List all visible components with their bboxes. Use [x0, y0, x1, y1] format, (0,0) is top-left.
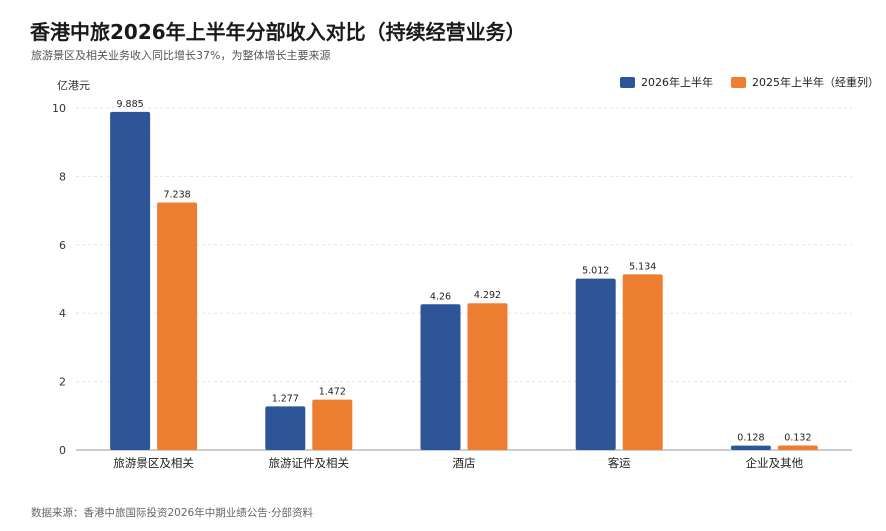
bar [730, 445, 771, 450]
bar [157, 202, 198, 450]
legend-swatch [731, 77, 746, 88]
chart-subtitle: 旅游景区及相关业务收入同比增长37%，为整体增长主要来源 [31, 49, 331, 62]
bar [467, 303, 508, 450]
x-category-label: 旅游景区及相关 [113, 456, 194, 470]
y-tick-label: 6 [59, 239, 66, 252]
bar-value-label: 5.012 [582, 266, 609, 277]
legend-label: 2025年上半年（经重列） [752, 75, 879, 89]
bar-value-label: 4.26 [430, 291, 451, 302]
bar-value-label: 0.128 [737, 433, 764, 444]
y-tick-label: 2 [59, 376, 66, 389]
bar-value-label: 0.132 [784, 432, 811, 443]
legend-label: 2026年上半年 [641, 75, 713, 89]
bar-value-label: 5.134 [629, 261, 656, 272]
y-tick-label: 10 [52, 102, 66, 115]
bar [622, 274, 663, 450]
bar [312, 399, 353, 450]
legend-swatch [620, 77, 635, 88]
bar [265, 406, 306, 450]
y-axis-unit-label: 亿港元 [57, 79, 90, 92]
bar-value-label: 4.292 [474, 290, 501, 301]
y-tick-label: 8 [59, 170, 66, 183]
x-category-label: 旅游证件及相关 [269, 456, 350, 470]
y-tick-label: 4 [59, 307, 66, 320]
y-tick-label: 0 [59, 444, 66, 457]
data-source-note: 数据来源：香港中旅国际投资2026年中期业绩公告·分部资料 [31, 507, 314, 519]
chart-title: 香港中旅2026年上半年分部收入对比（持续经营业务） [30, 20, 526, 44]
x-category-label: 企业及其他 [746, 456, 804, 470]
bar [777, 445, 818, 450]
bar [575, 278, 616, 450]
bar-value-label: 1.472 [319, 387, 346, 398]
bar [420, 304, 461, 450]
bar-value-label: 9.885 [116, 99, 143, 110]
bar [110, 111, 151, 451]
bar-value-label: 1.277 [272, 393, 299, 404]
x-category-label: 客运 [608, 456, 631, 470]
x-category-label: 酒店 [453, 456, 476, 470]
bar-value-label: 7.238 [163, 189, 190, 200]
